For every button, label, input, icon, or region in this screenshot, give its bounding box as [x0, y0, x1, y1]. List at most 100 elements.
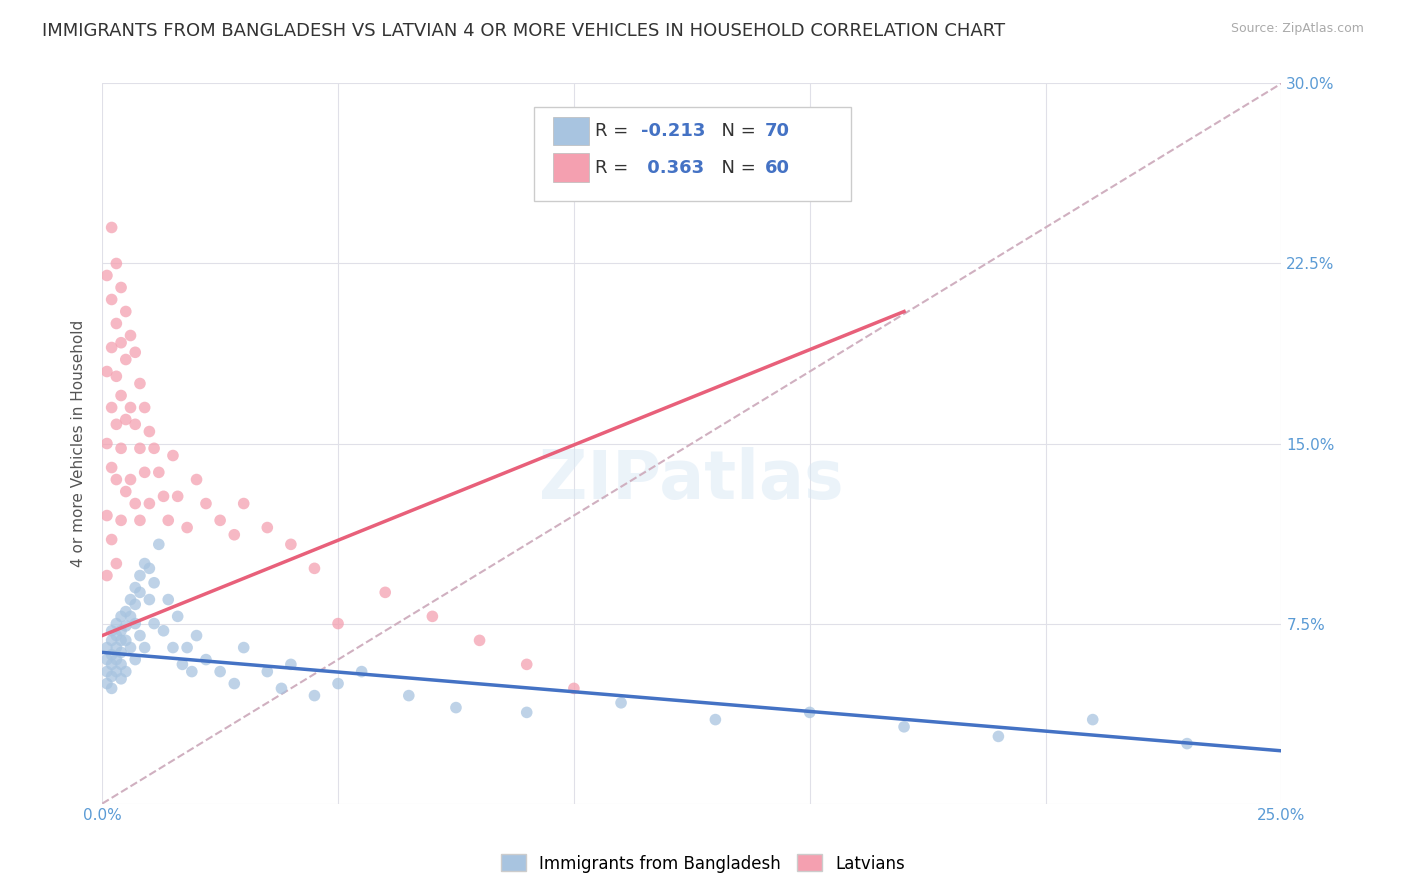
Point	[1175, 737, 1198, 751]
Point	[143, 442, 166, 456]
Point	[114, 605, 136, 619]
Point	[468, 633, 491, 648]
Text: 60: 60	[765, 159, 790, 177]
Point	[148, 466, 170, 480]
Point	[1081, 713, 1104, 727]
Point	[138, 425, 160, 439]
Point	[96, 640, 118, 655]
Point	[280, 537, 302, 551]
Point	[124, 652, 146, 666]
Point	[110, 645, 132, 659]
Point	[256, 665, 278, 679]
Point	[96, 364, 118, 378]
Point	[120, 640, 142, 655]
Point	[209, 513, 232, 527]
Point	[186, 473, 208, 487]
Point	[256, 520, 278, 534]
Point	[110, 513, 132, 527]
Text: R =: R =	[595, 159, 634, 177]
Text: Source: ZipAtlas.com: Source: ZipAtlas.com	[1230, 22, 1364, 36]
Point	[143, 575, 166, 590]
Point	[152, 489, 174, 503]
Legend: Immigrants from Bangladesh, Latvians: Immigrants from Bangladesh, Latvians	[494, 847, 912, 880]
Text: IMMIGRANTS FROM BANGLADESH VS LATVIAN 4 OR MORE VEHICLES IN HOUSEHOLD CORRELATIO: IMMIGRANTS FROM BANGLADESH VS LATVIAN 4 …	[42, 22, 1005, 40]
Point	[129, 513, 152, 527]
Point	[120, 592, 142, 607]
Text: N =: N =	[710, 122, 762, 140]
Point	[105, 665, 128, 679]
Point	[114, 484, 136, 499]
Point	[96, 665, 118, 679]
Y-axis label: 4 or more Vehicles in Household: 4 or more Vehicles in Household	[72, 320, 86, 567]
Point	[152, 624, 174, 638]
Point	[96, 676, 118, 690]
Point	[326, 616, 349, 631]
Point	[105, 473, 128, 487]
Point	[129, 585, 152, 599]
Point	[124, 417, 146, 432]
Point	[304, 689, 326, 703]
Point	[304, 561, 326, 575]
Point	[444, 700, 467, 714]
Point	[100, 657, 122, 672]
Point	[100, 293, 122, 307]
Point	[157, 592, 180, 607]
Point	[100, 624, 122, 638]
Point	[166, 609, 188, 624]
Point	[270, 681, 292, 696]
Point	[120, 401, 142, 415]
Point	[224, 527, 246, 541]
Point	[105, 652, 128, 666]
Point	[129, 376, 152, 391]
Text: -0.213: -0.213	[641, 122, 706, 140]
Point	[176, 640, 198, 655]
Point	[134, 557, 156, 571]
Point	[186, 629, 208, 643]
Point	[610, 696, 633, 710]
Point	[120, 328, 142, 343]
Point	[120, 609, 142, 624]
Point	[195, 652, 218, 666]
Point	[110, 672, 132, 686]
Point	[110, 280, 132, 294]
Point	[100, 341, 122, 355]
Point	[110, 609, 132, 624]
Point	[110, 624, 132, 638]
Point	[124, 345, 146, 359]
Point	[120, 473, 142, 487]
Point	[124, 616, 146, 631]
Point	[162, 449, 184, 463]
Point	[562, 681, 585, 696]
Point	[398, 689, 420, 703]
Point	[114, 304, 136, 318]
Point	[110, 442, 132, 456]
Point	[516, 706, 538, 720]
Point	[96, 568, 118, 582]
Point	[124, 497, 146, 511]
Point	[176, 520, 198, 534]
Point	[124, 581, 146, 595]
Point	[134, 466, 156, 480]
Point	[110, 657, 132, 672]
Point	[162, 640, 184, 655]
Point	[114, 633, 136, 648]
Point	[110, 335, 132, 350]
Point	[114, 352, 136, 367]
Point	[224, 676, 246, 690]
Point	[129, 629, 152, 643]
Point	[129, 442, 152, 456]
Point	[799, 706, 821, 720]
Point	[105, 369, 128, 384]
Point	[195, 497, 218, 511]
Point	[232, 497, 254, 511]
Text: ZIPatlas: ZIPatlas	[540, 447, 844, 513]
Point	[134, 401, 156, 415]
Point	[100, 648, 122, 662]
Point	[100, 533, 122, 547]
Point	[100, 220, 122, 235]
Point	[172, 657, 194, 672]
Point	[232, 640, 254, 655]
Point	[114, 412, 136, 426]
Point	[105, 417, 128, 432]
Point	[516, 657, 538, 672]
